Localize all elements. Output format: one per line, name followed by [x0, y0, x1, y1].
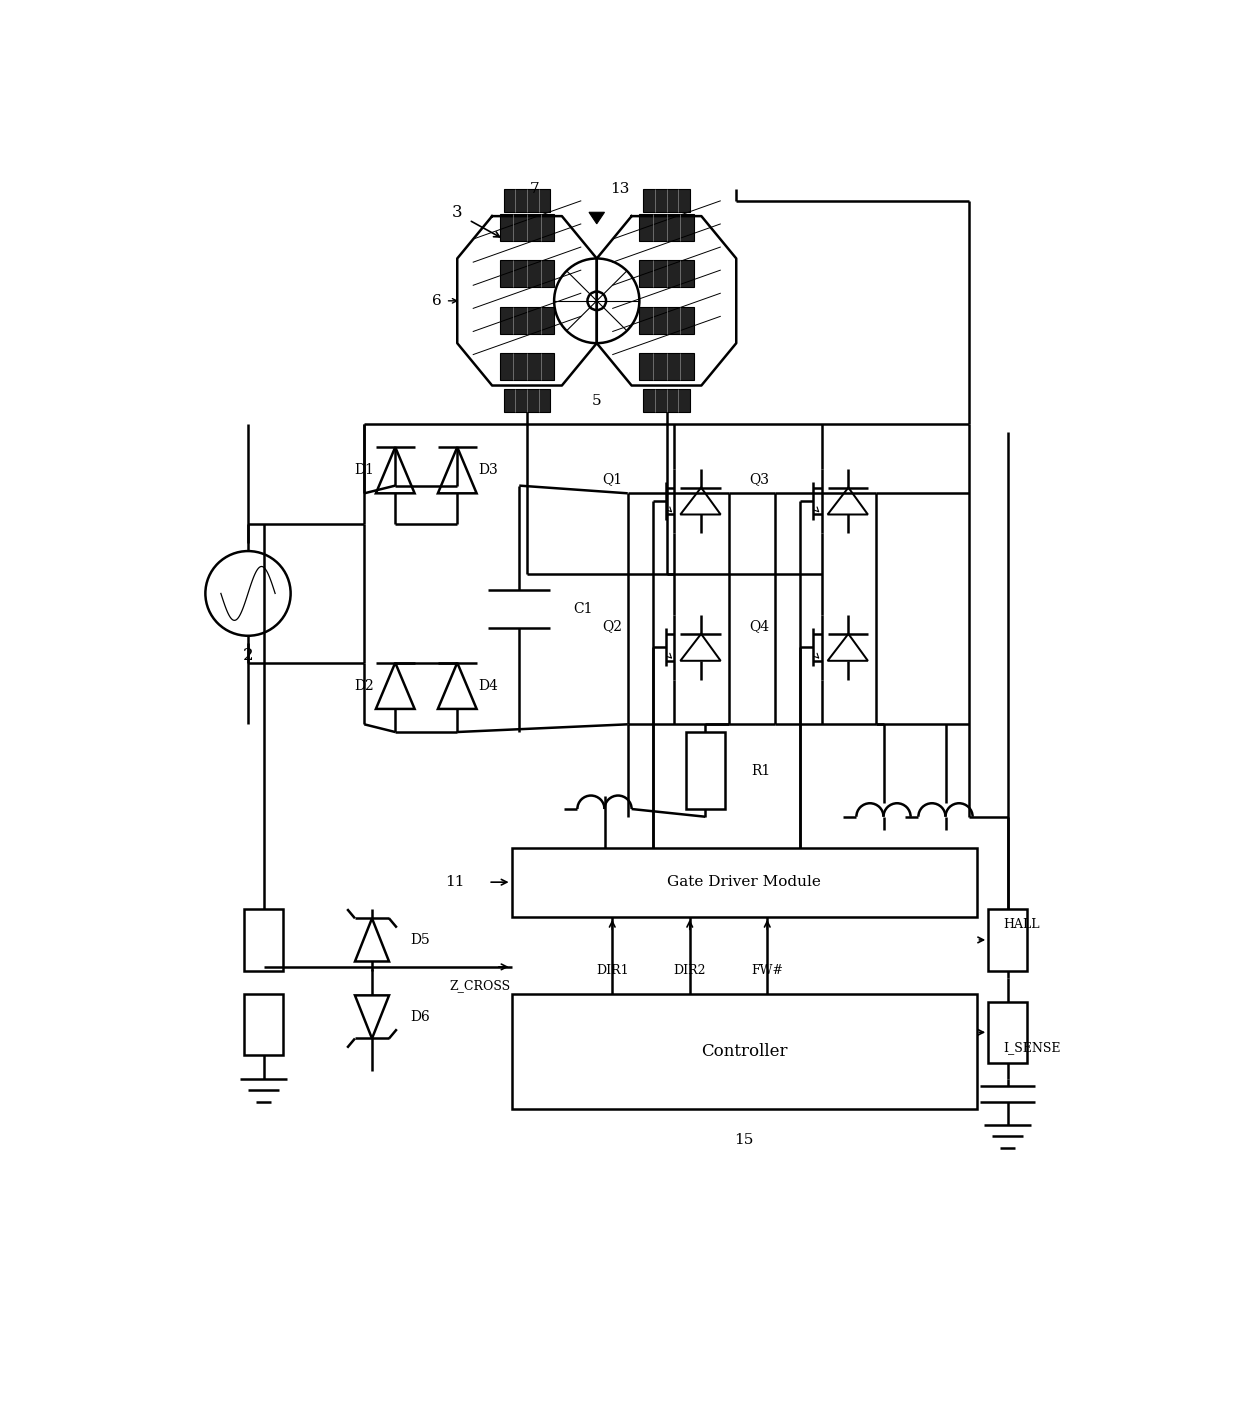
Bar — [988, 1001, 1027, 1063]
Text: HALL: HALL — [1003, 918, 1040, 932]
Bar — [640, 307, 693, 334]
Bar — [500, 261, 554, 287]
Text: Z_CROSS: Z_CROSS — [449, 980, 511, 993]
Text: I_SENSE: I_SENSE — [1003, 1041, 1061, 1055]
Polygon shape — [376, 663, 414, 709]
Polygon shape — [681, 487, 720, 514]
Polygon shape — [827, 634, 868, 661]
Polygon shape — [355, 995, 389, 1038]
Bar — [244, 994, 283, 1055]
Bar — [500, 353, 554, 379]
Text: 6: 6 — [432, 295, 441, 307]
Text: R1: R1 — [751, 763, 771, 777]
Bar — [640, 353, 693, 379]
Polygon shape — [827, 487, 868, 514]
Text: 7: 7 — [529, 183, 539, 197]
Text: D1: D1 — [355, 463, 374, 477]
Bar — [511, 994, 977, 1109]
Text: Q1: Q1 — [603, 473, 622, 487]
Polygon shape — [438, 663, 476, 709]
Text: D2: D2 — [355, 678, 374, 692]
Polygon shape — [438, 447, 476, 493]
Text: C1: C1 — [573, 602, 593, 616]
Bar — [244, 909, 283, 971]
Text: FW#: FW# — [751, 964, 784, 977]
Circle shape — [206, 551, 290, 636]
Text: Q3: Q3 — [749, 473, 770, 487]
Circle shape — [554, 259, 640, 343]
Text: Q4: Q4 — [749, 619, 770, 633]
Text: 3: 3 — [451, 204, 463, 221]
Text: DIR1: DIR1 — [596, 964, 629, 977]
Bar — [988, 909, 1027, 971]
Bar — [503, 190, 551, 212]
Bar — [644, 389, 689, 412]
Text: Controller: Controller — [701, 1044, 787, 1061]
Text: D6: D6 — [410, 1010, 430, 1024]
Bar — [511, 848, 977, 916]
Text: 13: 13 — [610, 183, 630, 197]
Text: 5: 5 — [591, 394, 601, 408]
Bar — [686, 732, 724, 809]
Bar — [503, 389, 551, 412]
Text: Q2: Q2 — [603, 619, 622, 633]
Text: D5: D5 — [410, 933, 430, 947]
Text: 15: 15 — [734, 1133, 754, 1147]
Bar — [640, 261, 693, 287]
Polygon shape — [589, 212, 605, 224]
Text: D3: D3 — [479, 463, 498, 477]
Text: D4: D4 — [479, 678, 498, 692]
Bar — [500, 307, 554, 334]
Polygon shape — [681, 634, 720, 661]
Circle shape — [588, 292, 606, 310]
Text: 2: 2 — [243, 647, 253, 664]
Text: Gate Driver Module: Gate Driver Module — [667, 875, 821, 889]
Bar — [644, 190, 689, 212]
Polygon shape — [376, 447, 414, 493]
Polygon shape — [355, 919, 389, 961]
Bar — [640, 214, 693, 241]
Text: 11: 11 — [445, 875, 465, 889]
Text: DIR2: DIR2 — [673, 964, 706, 977]
Bar — [500, 214, 554, 241]
